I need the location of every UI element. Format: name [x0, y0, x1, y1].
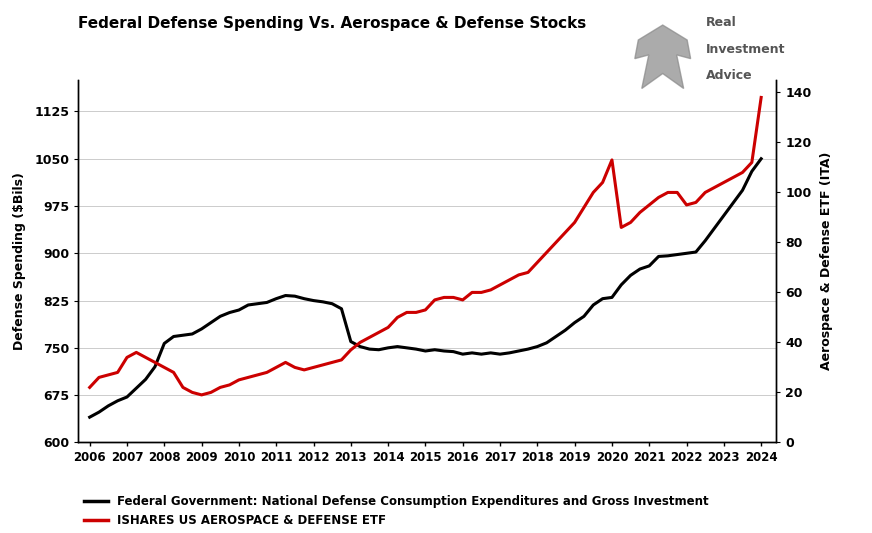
- Legend: Federal Government: National Defense Consumption Expenditures and Gross Investme: Federal Government: National Defense Con…: [85, 495, 709, 527]
- Text: Real: Real: [706, 16, 737, 29]
- Y-axis label: Defense Spending ($Bils): Defense Spending ($Bils): [13, 172, 26, 350]
- Text: Federal Defense Spending Vs. Aerospace & Defense Stocks: Federal Defense Spending Vs. Aerospace &…: [78, 16, 587, 31]
- Polygon shape: [635, 25, 691, 88]
- Text: Investment: Investment: [706, 43, 786, 55]
- Text: Advice: Advice: [706, 69, 753, 82]
- Y-axis label: Aerospace & Defense ETF (ITA): Aerospace & Defense ETF (ITA): [820, 152, 833, 370]
